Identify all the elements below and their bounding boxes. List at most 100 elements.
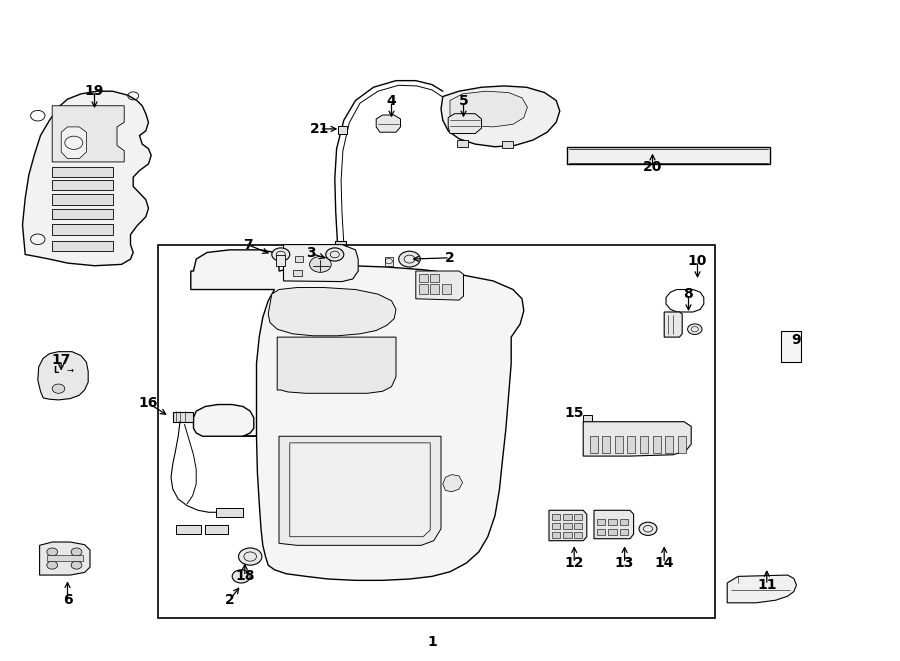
Polygon shape	[441, 86, 560, 147]
Bar	[442, 284, 451, 294]
Bar	[338, 126, 346, 134]
Bar	[47, 555, 83, 561]
Bar	[552, 514, 560, 520]
Circle shape	[52, 384, 65, 393]
Circle shape	[399, 251, 420, 267]
Text: 19: 19	[85, 84, 104, 98]
Text: 16: 16	[139, 396, 158, 410]
Circle shape	[71, 548, 82, 556]
Bar	[295, 256, 303, 262]
Bar	[552, 523, 560, 529]
Text: 14: 14	[654, 556, 674, 570]
Polygon shape	[191, 250, 524, 580]
Bar	[574, 523, 582, 529]
Text: 2: 2	[225, 593, 234, 607]
Polygon shape	[443, 475, 463, 492]
Bar	[173, 412, 193, 422]
Polygon shape	[664, 312, 682, 337]
Bar	[52, 241, 113, 251]
Text: 10: 10	[688, 254, 707, 268]
Polygon shape	[416, 271, 464, 300]
Bar	[563, 514, 572, 520]
Bar	[502, 141, 513, 148]
Text: 13: 13	[615, 556, 634, 570]
Bar	[640, 436, 648, 453]
Bar	[385, 257, 393, 266]
Circle shape	[238, 548, 262, 565]
Text: L: L	[53, 366, 58, 375]
Bar	[158, 245, 716, 618]
Circle shape	[688, 324, 702, 334]
Bar	[574, 514, 582, 520]
Bar	[52, 209, 113, 219]
Bar	[678, 436, 686, 453]
Bar	[567, 147, 770, 164]
Bar	[430, 274, 439, 282]
Bar	[176, 525, 201, 534]
Bar	[552, 532, 560, 538]
Bar	[620, 519, 628, 525]
Polygon shape	[40, 542, 90, 575]
Text: 17: 17	[51, 353, 71, 368]
Bar	[52, 180, 113, 190]
Text: 1: 1	[428, 635, 436, 650]
Bar	[216, 508, 243, 517]
Polygon shape	[61, 127, 86, 159]
Circle shape	[272, 248, 290, 261]
Text: 11: 11	[757, 578, 777, 592]
Bar	[590, 436, 598, 453]
Bar	[627, 436, 635, 453]
Polygon shape	[583, 422, 691, 456]
Text: 18: 18	[235, 569, 255, 584]
Polygon shape	[450, 91, 527, 127]
Polygon shape	[268, 288, 396, 336]
Text: 6: 6	[63, 593, 72, 607]
Circle shape	[639, 522, 657, 535]
Bar	[335, 241, 346, 251]
Polygon shape	[376, 115, 400, 132]
Bar	[563, 532, 572, 538]
Bar	[620, 529, 628, 535]
Text: 7: 7	[243, 237, 252, 252]
Text: →: →	[67, 366, 74, 375]
Bar	[608, 519, 617, 525]
Circle shape	[310, 256, 331, 272]
Bar	[292, 270, 302, 276]
Bar	[52, 194, 113, 205]
Bar	[457, 140, 468, 147]
Bar	[597, 519, 605, 525]
Text: 8: 8	[684, 287, 693, 301]
Text: 9: 9	[792, 333, 801, 348]
Bar	[597, 529, 605, 535]
Text: 2: 2	[446, 251, 454, 265]
Bar	[418, 274, 427, 282]
Polygon shape	[22, 91, 151, 266]
Bar	[205, 525, 228, 534]
Bar	[781, 330, 801, 362]
Polygon shape	[549, 510, 587, 541]
Polygon shape	[284, 245, 358, 282]
Bar	[276, 255, 285, 266]
Bar	[418, 284, 427, 294]
Circle shape	[326, 248, 344, 261]
Text: 20: 20	[643, 159, 662, 174]
Bar	[574, 532, 582, 538]
Text: 3: 3	[306, 246, 315, 260]
Bar	[583, 415, 592, 422]
Polygon shape	[277, 337, 396, 393]
Circle shape	[47, 548, 58, 556]
Text: 21: 21	[310, 122, 329, 136]
Bar	[602, 436, 610, 453]
Bar	[52, 167, 113, 177]
Bar	[608, 529, 617, 535]
Circle shape	[232, 570, 250, 583]
Text: 15: 15	[564, 406, 584, 420]
Polygon shape	[290, 443, 430, 537]
Bar	[652, 436, 661, 453]
Bar	[665, 436, 673, 453]
Text: 12: 12	[564, 556, 584, 570]
Circle shape	[47, 561, 58, 569]
Polygon shape	[727, 575, 796, 603]
Polygon shape	[448, 114, 482, 134]
Polygon shape	[594, 510, 634, 539]
